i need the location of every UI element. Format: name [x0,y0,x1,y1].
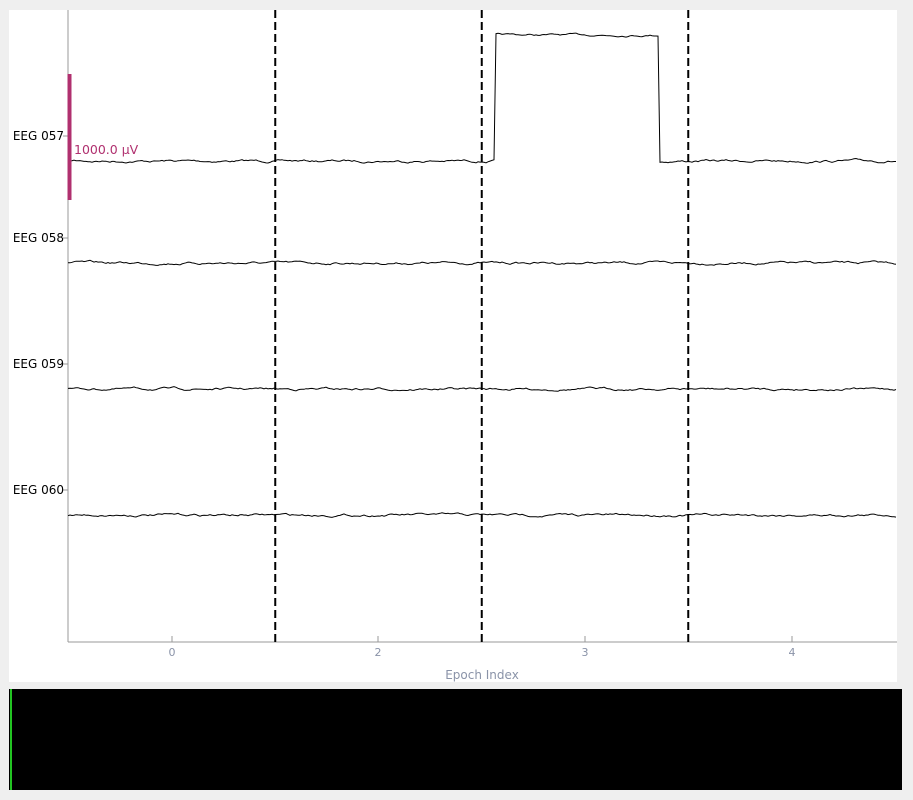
scale-bar-label: 1000.0 µV [74,142,139,157]
eeg-trace [67,386,897,392]
x-axis-label: Epoch Index [445,668,519,682]
epochs-plot-panel: 0 2 3 4 Epoch Index EEG 057 EEG 058 EEG 059 EEG … [9,10,897,682]
overview-cursor[interactable] [10,689,12,790]
channel-label: EEG 057 [13,129,64,143]
channel-label: EEG 059 [13,357,64,371]
eeg-trace [67,512,897,518]
x-tick-label: 4 [789,646,796,659]
overview-bar[interactable] [9,689,902,790]
eeg-trace [67,32,896,164]
x-tick-label: 3 [582,646,589,659]
epochs-plot[interactable]: 0 2 3 4 Epoch Index EEG 057 EEG 058 EEG 059 EEG … [9,10,897,682]
x-tick-label: 2 [375,646,382,659]
channel-label: EEG 058 [13,231,64,245]
x-tick-label: 0 [169,646,176,659]
eeg-trace [68,259,897,266]
channel-label: EEG 060 [13,483,64,497]
